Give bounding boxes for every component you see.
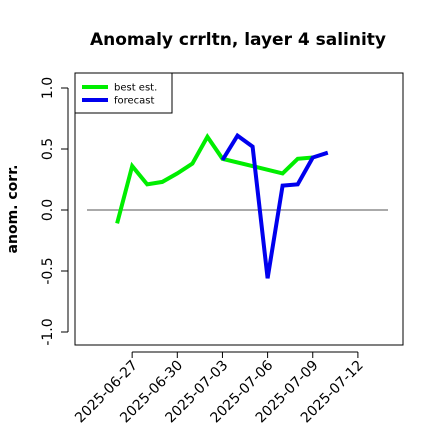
y-axis-label: anom. corr. <box>5 165 21 254</box>
series-line-0 <box>115 133 313 224</box>
y-tick-label-4: 1.0 <box>40 77 56 99</box>
y-tick-label-3: 0.5 <box>40 138 56 160</box>
y-tick-label-2: 0.0 <box>40 199 56 221</box>
legend: best est. forecast <box>74 72 173 114</box>
y-axis: -1.0 -0.5 0.0 0.5 1.0 <box>40 77 69 346</box>
legend-label-0: best est. <box>114 83 157 94</box>
plot-area: best est. forecast <box>74 72 404 346</box>
y-tick-label-0: -1.0 <box>40 318 56 345</box>
y-tick-label-1: -0.5 <box>40 257 56 284</box>
series-layer <box>115 132 329 279</box>
legend-box <box>74 72 173 114</box>
legend-items: best est. forecast <box>82 83 157 107</box>
series-line-1 <box>220 132 329 279</box>
chart-title: Anomaly crrltn, layer 4 salinity <box>90 30 386 50</box>
x-axis: 2025-06-272025-06-302025-07-032025-07-06… <box>72 351 367 426</box>
legend-label-1: forecast <box>114 96 155 107</box>
plot-frame <box>74 72 404 346</box>
